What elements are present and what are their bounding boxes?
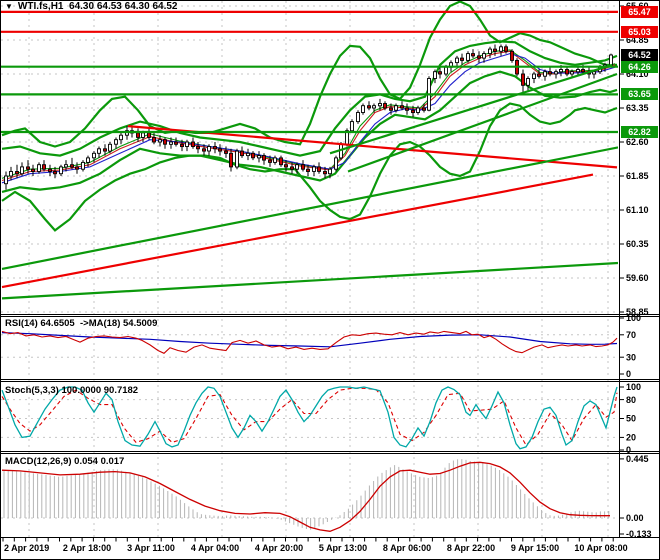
axis-tick-label: 61.10 [626, 205, 649, 215]
time-axis-label: 4 Apr 04:00 [191, 543, 239, 553]
axis-tick-label: 0 [626, 445, 631, 455]
axis-tick-label: 60.35 [626, 239, 649, 249]
axis-tick-label: 30 [626, 352, 636, 362]
time-axis-label: 2 Apr 18:00 [63, 543, 111, 553]
axis-tick-label: 20 [626, 433, 636, 443]
axis-tick-label: 0.00 [626, 513, 644, 523]
price-badge-resistance-2: 65.03 [621, 26, 658, 38]
axis-tick-label: 61.85 [626, 171, 649, 181]
axis-tick-label: 63.35 [626, 103, 649, 113]
time-axis-label: 10 Apr 08:00 [574, 543, 627, 553]
axis-tick-label: 58.85 [626, 307, 649, 317]
axis-tick-label: 64.10 [626, 69, 649, 79]
time-axis-label: 4 Apr 20:00 [255, 543, 303, 553]
macd-plot [1, 459, 610, 532]
chart-title-bar: ▼ WTI.fs,H1 64.30 64.53 64.30 64.52 [5, 1, 177, 12]
price-badge-resistance-1: 65.47 [621, 6, 658, 18]
symbol-dropdown-icon[interactable]: ▼ [5, 1, 13, 11]
price-badge-support-2: 63.65 [621, 88, 658, 100]
time-axis-label: 5 Apr 13:00 [319, 543, 367, 553]
axis-tick-label: 59.60 [626, 273, 649, 283]
price-badge-support-1: 64.26 [621, 61, 658, 73]
price-badge-current-price: 64.52 [621, 49, 658, 61]
axis-tick-label: 100 [626, 382, 641, 392]
time-axis-label: 3 Apr 11:00 [127, 543, 175, 553]
axis-tick-label: 62.60 [626, 137, 649, 147]
candles-layer [4, 44, 613, 190]
chart-title: WTI.fs,H1 64.30 64.53 64.30 64.52 [17, 1, 178, 12]
stoch-indicator-label: Stoch(5,3,3) 100.0000 90.7182 [5, 385, 139, 396]
macd-indicator-label: MACD(12,26,9) 0.054 0.017 [5, 456, 125, 467]
time-axis-label: 9 Apr 15:00 [511, 543, 559, 553]
axis-tick-label: 64.85 [626, 35, 649, 45]
axis-tick-label: 80 [626, 395, 636, 405]
axis-tick-label: 50 [626, 414, 636, 424]
axis-tick-label: 70 [626, 330, 636, 340]
axis-tick-label: 0 [626, 369, 631, 379]
axis-tick-label: 0.445 [626, 454, 649, 464]
time-axis-label: 2 Apr 2019 [4, 543, 49, 553]
time-axis: 2 Apr 2019 2 Apr 18:00 3 Apr 11:00 4 Apr 04… [2, 538, 628, 553]
price-badge-support-3: 62.82 [621, 126, 658, 138]
horizontal-levels [1, 10, 618, 134]
axis-tick-label: -0.133 [626, 529, 652, 539]
price-axis: 65.6064.8564.1063.3562.6061.8561.1060.35… [619, 1, 652, 539]
stochastic-plot [1, 386, 618, 450]
time-axis-label: 8 Apr 06:00 [383, 543, 431, 553]
axis-tick-label: 100 [626, 313, 641, 323]
rsi-plot [1, 330, 618, 354]
time-axis-label: 8 Apr 22:00 [447, 543, 495, 553]
rsi-indicator-label: RSI(14) 64.6505 ->MA(18) 54.5009 [5, 318, 158, 329]
